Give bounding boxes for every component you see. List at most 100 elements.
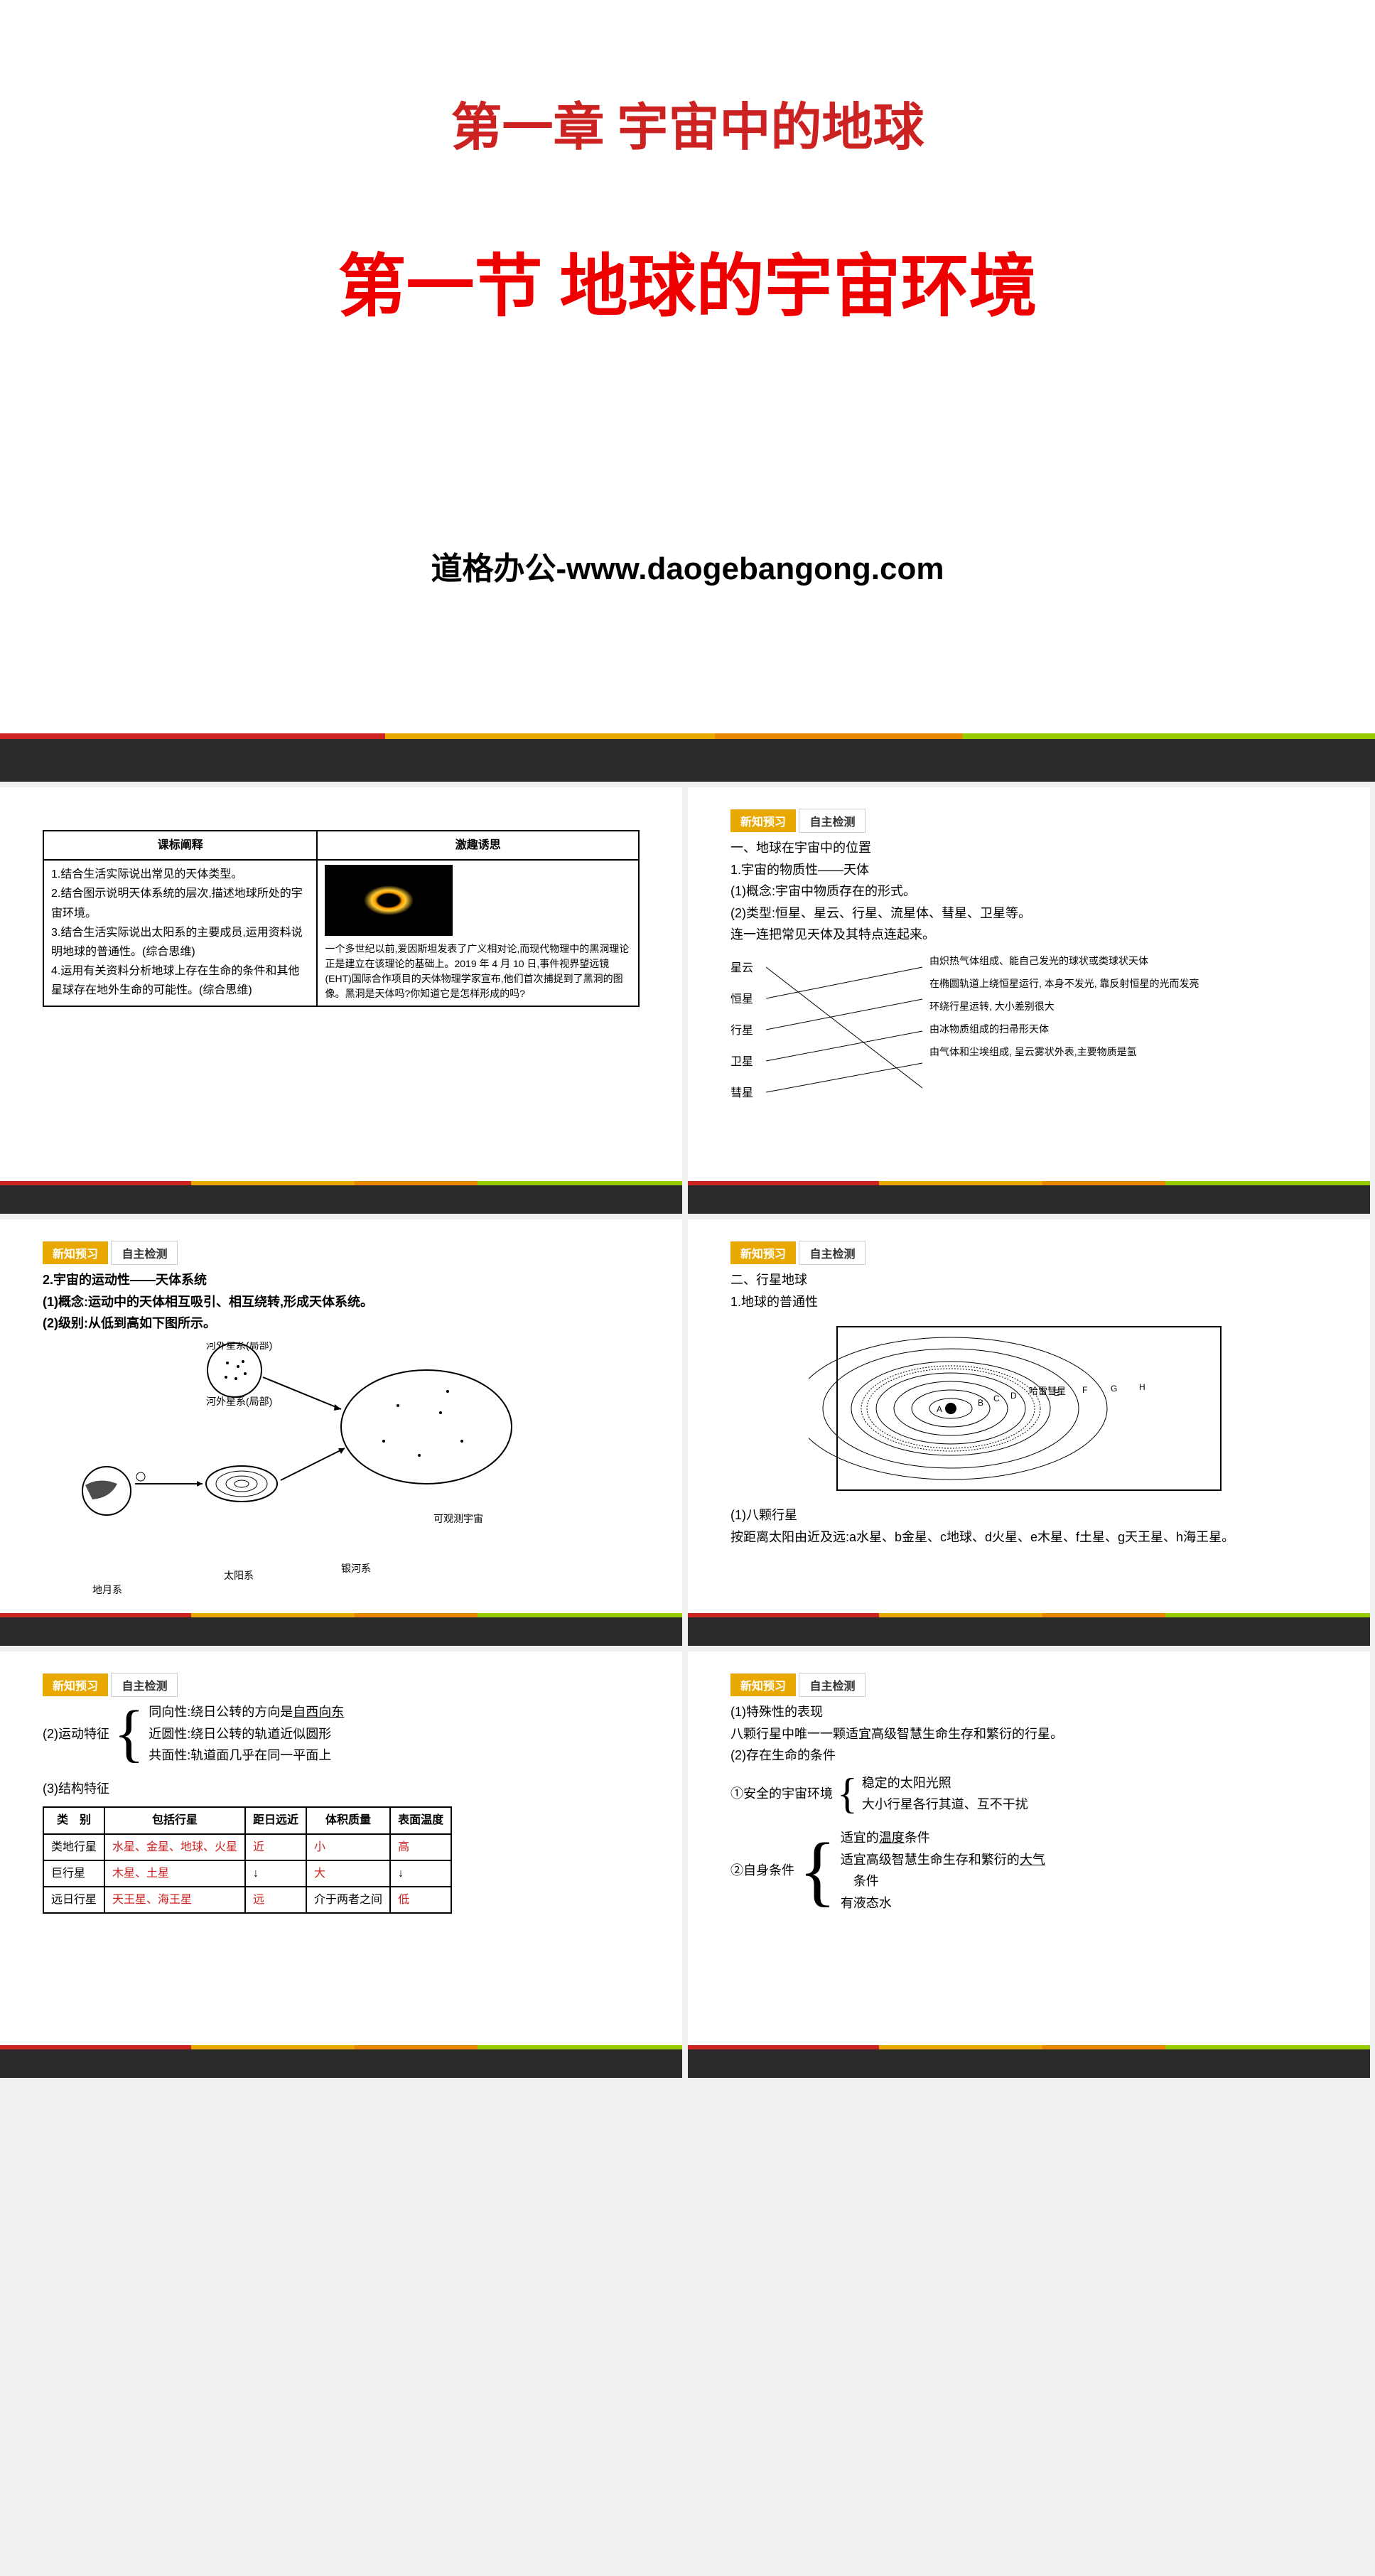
env-lines: 稳定的太阳光照 大小行星各行其道、互不干扰: [862, 1772, 1028, 1816]
env-label: ①安全的宇宙环境: [730, 1783, 833, 1805]
table-row: 类地行星 水星、金星、地球、火星 近 小 高: [43, 1834, 451, 1860]
tab-selftest[interactable]: 自主检测: [799, 1673, 866, 1697]
tab-selftest[interactable]: 自主检测: [111, 1673, 178, 1697]
match-lines: [766, 960, 929, 1109]
mr-1: 在椭圆轨道上绕恒星运行, 本身不发光, 靠反射恒星的光而发亮: [929, 976, 1199, 991]
struct-head: (3)结构特征: [43, 1778, 640, 1800]
t3: (1)八颗行星: [730, 1504, 1327, 1526]
t2: 1.地球的普通性: [730, 1291, 1327, 1313]
self-lines: 适宜的温度条件 适宜高级智慧生命生存和繁衍的大气 条件 有液态水: [841, 1827, 1045, 1914]
interest-text: 一个多世纪以前,爱因斯坦发表了广义相对论,而现代物理中的黑洞理论正是建立在该理论…: [325, 942, 631, 1001]
motion-head: (2)运动特征: [43, 1723, 109, 1745]
obj-4: 4.运用有关资料分析地球上存在生命的条件和其他星球存在地外生命的可能性。(综合思…: [51, 961, 309, 1000]
mr-3: 由冰物质组成的扫帚形天体: [929, 1021, 1199, 1037]
m1: 同向性:绕日公转的方向是: [149, 1705, 293, 1719]
l2: 八颗行星中唯一一颗适宜高级智慧生命生存和繁衍的行星。: [730, 1723, 1327, 1745]
interest-cell: 一个多世纪以前,爱因斯坦发表了广义相对论,而现代物理中的黑洞理论正是建立在该理论…: [317, 860, 639, 1006]
slide-position: 新知预习 自主检测 一、地球在宇宙中的位置 1.宇宙的物质性——天体 (1)概念…: [688, 787, 1370, 1214]
footer-bar: [688, 1617, 1370, 1646]
match-left: 星云 恒星 行星 卫星 彗星: [730, 953, 753, 1109]
obj-1: 1.结合生活实际说出常见的天体类型。: [51, 865, 309, 884]
obj-3: 3.结合生活实际说出太阳系的主要成员,运用资料说明地球的普通性。(综合思维): [51, 923, 309, 961]
l3: (2)存在生命的条件: [730, 1745, 1327, 1767]
footer-bar: [0, 739, 1375, 782]
l1: (1)特殊性的表现: [730, 1701, 1327, 1723]
lbl-d: 太阳系: [224, 1568, 254, 1585]
m2: 近圆性:绕日公转的轨道近似圆形: [149, 1723, 344, 1745]
m1u: 自西向东: [293, 1705, 344, 1719]
tabs: 新知预习 自主检测: [43, 1673, 178, 1697]
bracket-icon: {: [799, 1851, 836, 1890]
th-interest: 激趣诱思: [317, 831, 639, 860]
tab-preview[interactable]: 新知预习: [730, 809, 796, 832]
solar-system-diagram: A B C D E F G H 哈雷彗星: [809, 1320, 1249, 1497]
lbl-c: 银河系: [341, 1561, 371, 1578]
svg-text:G: G: [1111, 1384, 1117, 1394]
ml-3: 卫星: [730, 1047, 753, 1078]
line1: 1.宇宙的物质性——天体: [730, 859, 1327, 881]
section-title: 第一节 地球的宇宙环境: [0, 231, 1375, 330]
tabs: 新知预习 自主检测: [730, 1673, 866, 1697]
th0: 类 别: [43, 1807, 104, 1833]
tabs: 新知预习 自主检测: [730, 1241, 866, 1265]
tab-selftest[interactable]: 自主检测: [799, 809, 866, 833]
t1: 二、行星地球: [730, 1269, 1327, 1291]
slide-system: 新知预习 自主检测 2.宇宙的运动性——天体系统 (1)概念:运动中的天体相互吸…: [0, 1219, 682, 1646]
tabs: 新知预习 自主检测: [43, 1241, 178, 1265]
slide-objectives: 课标阐释 激趣诱思 1.结合生活实际说出常见的天体类型。 2.结合图示说明天体系…: [0, 787, 682, 1214]
line4: 连一连把常见天体及其特点连起来。: [730, 924, 1327, 946]
svg-text:D: D: [1010, 1391, 1017, 1401]
m3: 共面性:轨道面几乎在同一平面上: [149, 1745, 344, 1767]
th-standard: 课标阐释: [43, 831, 317, 860]
footer-bar: [0, 2049, 682, 2078]
th1: 包括行星: [104, 1807, 245, 1833]
bracket-icon: {: [837, 1781, 858, 1806]
mr-4: 由气体和尘埃组成, 呈云雾状外表,主要物质是氢: [929, 1044, 1199, 1060]
env-a: 稳定的太阳光照: [862, 1772, 1028, 1794]
self-label: ②自身条件: [730, 1860, 794, 1882]
self-c: 条件: [841, 1870, 1045, 1892]
lbl-b: 可观测宇宙: [433, 1511, 483, 1528]
line2: (1)概念:宇宙中物质存在的形式。: [730, 880, 1327, 902]
ml-2: 行星: [730, 1015, 753, 1047]
t3: (2)级别:从低到高如下图所示。: [43, 1313, 640, 1335]
tab-preview[interactable]: 新知预习: [730, 1674, 796, 1696]
t4: 按距离太阳由近及远:a水星、b金星、c地球、d火星、e木星、f土星、g天王星、h…: [730, 1526, 1327, 1548]
hierarchy-diagram: 河外星系(局部): [43, 1342, 583, 1541]
objectives-cell: 1.结合生活实际说出常见的天体类型。 2.结合图示说明天体系统的层次,描述地球所…: [43, 860, 317, 1006]
table-row: 巨行星 木星、土星 ↓ 大 ↓: [43, 1860, 451, 1887]
ml-1: 恒星: [730, 984, 753, 1015]
obj-2: 2.结合图示说明天体系统的层次,描述地球所处的宇宙环境。: [51, 884, 309, 922]
mr-0: 由炽热气体组成、能自己发光的球状或类球状天体: [929, 953, 1199, 969]
structure-table: 类 别 包括行星 距日远近 体积质量 表面温度 类地行星 水星、金星、地球、火星…: [43, 1806, 452, 1914]
footer-bar: [0, 1185, 682, 1214]
svg-text:A: A: [937, 1404, 942, 1414]
tab-preview[interactable]: 新知预习: [43, 1241, 108, 1264]
tab-preview[interactable]: 新知预习: [43, 1674, 108, 1696]
mr-2: 环绕行星运转, 大小差别很大: [929, 998, 1199, 1014]
tab-preview[interactable]: 新知预习: [730, 1241, 796, 1264]
lbl-extragalactic: 河外星系(局部): [206, 1342, 272, 1351]
lbl-a: 河外星系(局部): [206, 1394, 272, 1411]
motion-lines: 同向性:绕日公转的方向是自西向东 近圆性:绕日公转的轨道近似圆形 共面性:轨道面…: [149, 1701, 344, 1767]
lbl-e: 地月系: [92, 1582, 122, 1599]
t2: (1)概念:运动中的天体相互吸引、相互绕转,形成天体系统。: [43, 1291, 640, 1313]
heading: 一、地球在宇宙中的位置: [730, 837, 1327, 859]
blackhole-image: [325, 865, 453, 936]
svg-text:F: F: [1082, 1385, 1087, 1395]
self-d: 有液态水: [841, 1892, 1045, 1914]
tab-selftest[interactable]: 自主检测: [799, 1241, 866, 1265]
footer-bar: [688, 2049, 1370, 2078]
t1: 2.宇宙的运动性——天体系统: [43, 1269, 640, 1291]
objectives-table: 课标阐释 激趣诱思 1.结合生活实际说出常见的天体类型。 2.结合图示说明天体系…: [43, 830, 640, 1007]
svg-text:C: C: [993, 1394, 1000, 1403]
env-b: 大小行星各行其道、互不干扰: [862, 1794, 1028, 1816]
match-diagram: 星云 恒星 行星 卫星 彗星 由炽热气体组成、能自己发光的球状或类球状天体 在椭…: [730, 953, 1327, 1109]
table-row: 远日行星 天王星、海王星 远 介于两者之间 低: [43, 1887, 451, 1913]
svg-text:B: B: [978, 1398, 983, 1408]
bracket-icon: {: [114, 1718, 144, 1750]
watermark: 道格办公-www.daogebangong.com: [0, 543, 1375, 588]
tab-selftest[interactable]: 自主检测: [111, 1241, 178, 1265]
ml-4: 彗星: [730, 1078, 753, 1109]
slide-special: 新知预习 自主检测 (1)特殊性的表现 八颗行星中唯一一颗适宜高级智慧生命生存和…: [688, 1651, 1370, 2078]
